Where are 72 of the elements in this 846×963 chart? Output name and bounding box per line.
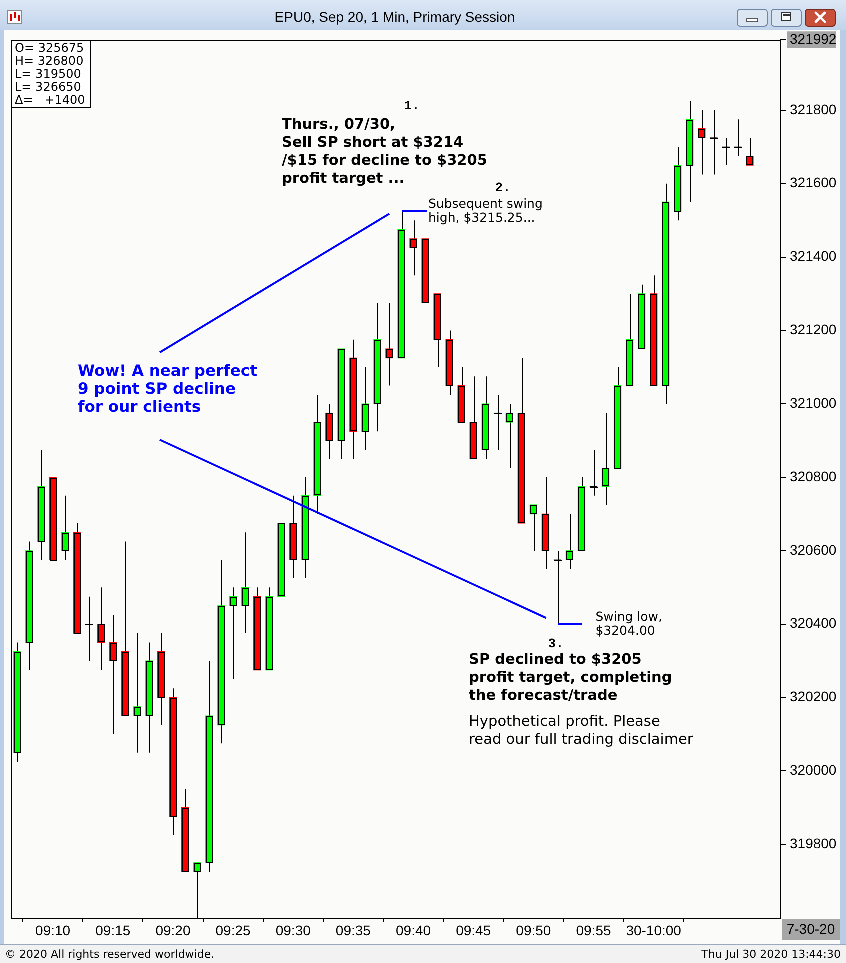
candlestick [398,210,406,359]
y-tick-label: 321600 [790,174,837,191]
candlestick [133,633,141,754]
annotation: H= 326800 [15,54,84,68]
y-tick-label: 320600 [790,542,837,558]
candlestick [410,220,418,276]
y-tick-label: 320200 [790,688,837,705]
candlestick [650,275,658,386]
annotation: 2. [495,180,511,196]
annotation: Swing low, $3204.00 [596,609,662,638]
annotation: Hypothetical profit. Please read our full trading disclaimer [469,713,694,749]
candlestick [97,587,105,671]
candlestick [566,514,574,570]
candlestick [542,477,550,570]
y-tick-label: 321200 [790,322,837,338]
text: Thu Jul 30 2020 13:44:30 [702,948,841,961]
annotation: L= 319500 [15,67,82,81]
x-tick-label: 09:40 [396,922,432,938]
y-tick-label: 321400 [790,248,837,264]
candlestick [109,614,117,735]
candlestick [434,294,442,368]
candlestick [746,138,754,166]
candlestick [482,376,490,460]
x-tick-label: 09:50 [516,922,552,938]
candlestick [578,477,586,552]
y-tick-label: 319800 [790,835,837,852]
x-tick-label: 09:25 [216,922,252,938]
y-tick-label: 321992 [790,30,837,47]
candlestick [530,504,538,552]
candlestick [698,110,706,176]
text: © 2020 All rights reserved worldwide. [5,948,215,961]
candlestick [458,366,466,423]
candlestick [422,238,430,304]
y-tick-label: 321000 [790,394,837,411]
candlestick [470,376,478,460]
y-tick-label: 320800 [790,468,837,484]
candlestick [614,366,622,469]
candlestick [626,294,634,386]
annotation: O= 325675 [15,41,84,55]
candlestick [241,532,250,634]
x-tick-label: 30-10:00 [626,922,682,938]
candlestick [638,284,646,350]
y-tick-label: 320400 [790,615,837,632]
chart-title: EPU0, Sep 20, 1 Min, Primary Session [274,9,516,25]
x-tick-label: 09:55 [576,922,612,938]
candlestick [61,495,69,561]
annotation: Thurs., 07/30, Sell SP short at $3214 /$15 for decline to $3205 profit target ... [282,116,488,188]
candlestick [686,100,694,203]
candlestick [602,412,610,506]
y-tick-label: 321800 [790,101,837,118]
annotation: SP declined to $3205 profit target, completing the forecast/trade [469,651,672,705]
x-tick-label: 09:15 [96,922,131,938]
annotation: Wow! A near perfect 9 point SP decline for our clients [78,362,258,416]
candlestick [386,302,394,386]
annotation: Δ= +1400 [15,93,86,107]
annotation: 1. [404,98,420,114]
candlestick [662,183,670,405]
x-tick-label: 09:35 [336,922,372,938]
x-tick-label: 09:45 [456,922,492,938]
candlestick [229,587,238,680]
annotation: Subsequent swing high, $3215.25... [428,196,543,226]
x-tick-label: 09:30 [276,922,312,938]
y-tick-label: 320000 [790,762,837,778]
x-tick-label: 09:10 [36,922,71,938]
text: 7-30-20 [786,921,836,937]
annotation: L= 326650 [15,80,82,94]
candlestick [674,146,682,222]
x-tick-label: 09:20 [156,922,191,938]
candlestick [518,358,526,524]
candlestick [446,330,454,396]
candlestick [506,404,514,469]
annotation: 3. [548,636,564,652]
